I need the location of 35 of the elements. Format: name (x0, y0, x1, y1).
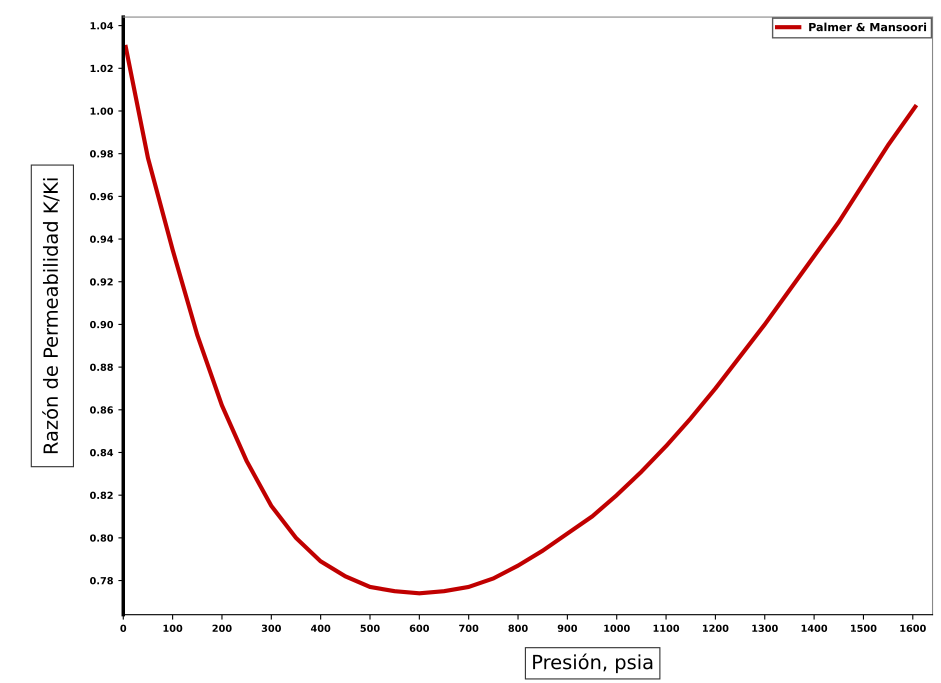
x-axis-title: Presión, psia (533, 654, 652, 674)
x-tick-label: 1100 (654, 624, 680, 632)
y-tick-label: 0.78 (90, 577, 113, 584)
y-tick-label: 0.90 (90, 320, 114, 328)
x-tick-label: 1300 (752, 624, 778, 632)
y-tick-label: 0.82 (90, 492, 113, 500)
x-tick-label: 900 (558, 624, 578, 632)
y-axis-title: Razón de Permeabilidad K/Ki (42, 178, 60, 454)
x-tick-label: 1500 (851, 624, 877, 632)
y-tick-label: 0.88 (90, 364, 113, 371)
x-tick-label: 0 (120, 624, 126, 632)
x-tick-label: 1000 (604, 624, 630, 632)
x-tick-label: 500 (360, 624, 380, 632)
x-tick-label: 400 (310, 624, 330, 632)
x-tick-label: 100 (164, 624, 182, 632)
y-tick-label: 0.86 (90, 406, 114, 414)
legend-label: Palmer & Mansoori (809, 22, 926, 32)
x-tick-label: 700 (459, 624, 478, 632)
x-tick-label: 1400 (802, 624, 828, 632)
x-tick-label: 200 (212, 624, 232, 632)
x-tick-label: 800 (508, 624, 528, 632)
x-tick-label: 600 (410, 624, 430, 632)
x-tick-label: 1200 (702, 624, 728, 632)
y-tick-label: 0.94 (90, 236, 114, 243)
x-tick-label: 300 (262, 624, 281, 632)
line-series (124, 44, 918, 596)
y-tick-label: 1.00 (90, 107, 114, 115)
x-tick-label: 1600 (900, 624, 926, 632)
y-tick-label: 0.96 (90, 192, 114, 200)
y-tick-label: 1.02 (90, 64, 113, 72)
y-tick-label: 0.98 (90, 150, 113, 158)
y-tick-label: 1.04 (90, 22, 114, 30)
y-tick-label: 0.80 (90, 534, 114, 542)
y-tick-label: 0.92 (90, 278, 113, 286)
y-tick-label: 0.84 (90, 448, 114, 456)
